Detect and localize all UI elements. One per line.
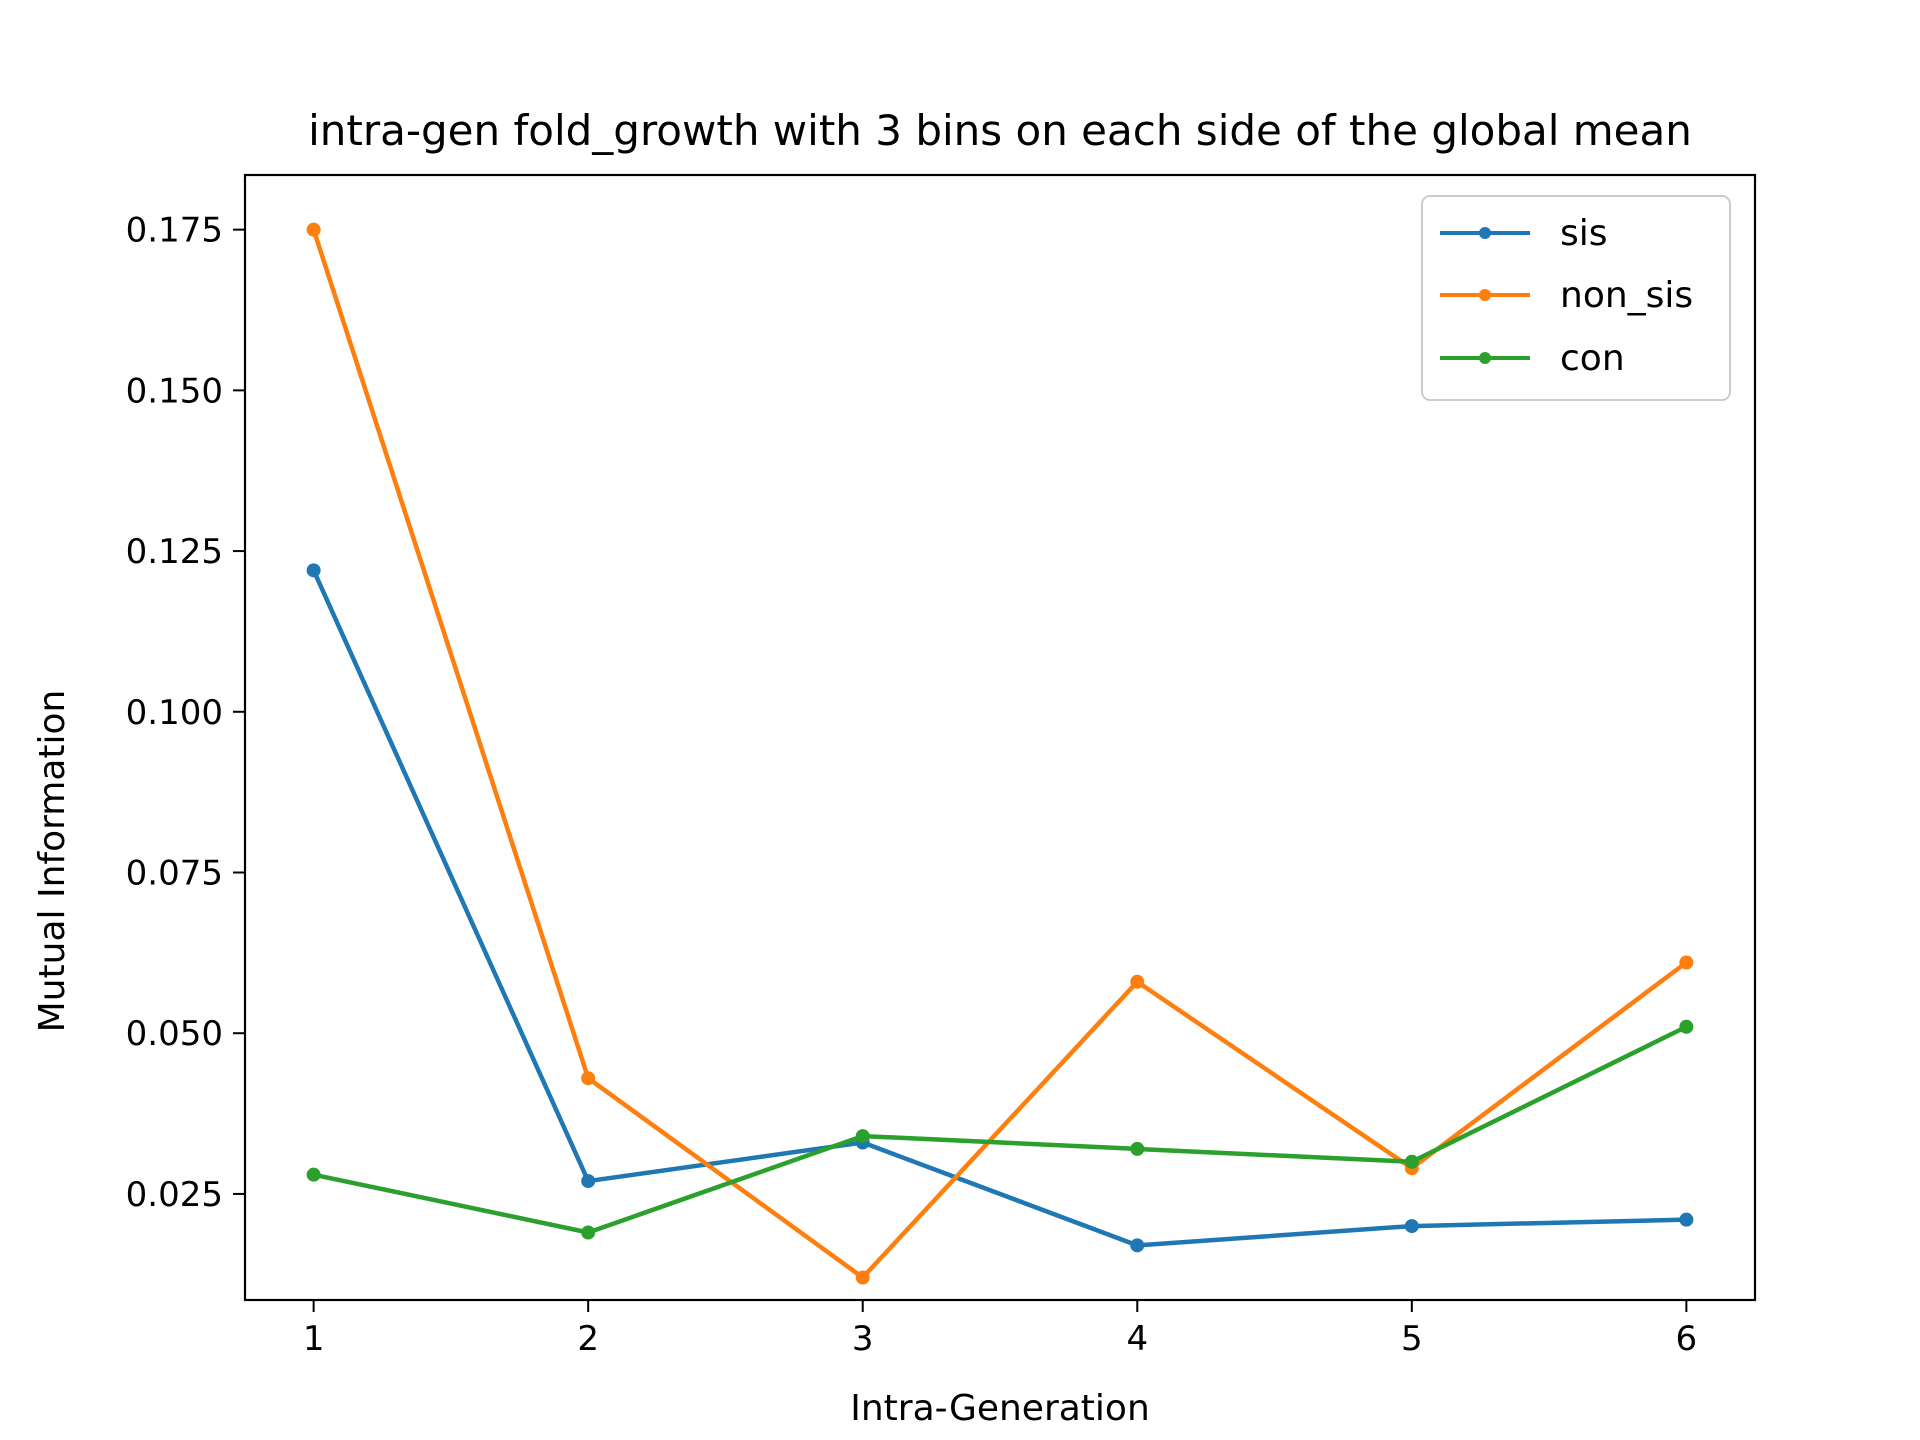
point-sis-5	[1404, 1219, 1419, 1234]
point-non-sis-1	[306, 222, 321, 237]
x-tick-label-2: 2	[577, 1319, 599, 1359]
y-tick-label-2: 0.075	[126, 854, 223, 894]
plot-area-frame	[243, 173, 1757, 1302]
point-sis-1	[306, 563, 321, 578]
series-line-con	[313, 1024, 1688, 1235]
y-axis-label: Mutual Information	[32, 690, 73, 1033]
x-tick-label-6: 6	[1676, 1319, 1698, 1359]
legend-entry-sis: sis	[1440, 213, 1608, 254]
series-con	[306, 1019, 1694, 1240]
point-sis-4	[1130, 1238, 1145, 1253]
point-sis-6	[1679, 1212, 1694, 1227]
legend-entry-con: con	[1440, 338, 1625, 379]
chart-title: intra-gen fold_growth with 3 bins on eac…	[308, 106, 1692, 155]
y-tick-label-3: 0.100	[126, 693, 223, 733]
x-tick-label-4: 4	[1126, 1319, 1148, 1359]
point-non-sis-2	[581, 1071, 596, 1086]
point-con-5	[1404, 1154, 1419, 1169]
x-tick-label-3: 3	[852, 1319, 874, 1359]
series-non-sis	[306, 222, 1694, 1285]
point-con-1	[306, 1167, 321, 1182]
legend-marker-non-sis	[1479, 289, 1491, 301]
point-sis-2	[581, 1174, 596, 1189]
legend-label-non-sis: non_sis	[1560, 275, 1693, 316]
x-axis-label: Intra-Generation	[850, 1388, 1150, 1429]
x-tick-label-1: 1	[303, 1319, 325, 1359]
legend-marker-con	[1479, 352, 1491, 364]
y-tick-label-4: 0.125	[126, 532, 223, 572]
point-non-sis-3	[855, 1270, 870, 1285]
legend-label-sis: sis	[1560, 213, 1608, 254]
y-tick-label-6: 0.175	[126, 211, 223, 251]
point-con-4	[1130, 1141, 1145, 1156]
series-line-non-sis	[311, 228, 1688, 1280]
point-non-sis-4	[1130, 974, 1145, 989]
point-con-6	[1679, 1019, 1694, 1034]
legend-marker-sis	[1479, 227, 1491, 239]
series-line-sis	[311, 569, 1687, 1248]
axis-ticks: 1 2 3 4 5 6 0.025 0.050 0.075 0.100 0.125 0.150 0.17…	[126, 211, 1698, 1359]
y-tick-label-1: 0.050	[126, 1014, 223, 1054]
point-non-sis-6	[1679, 955, 1694, 970]
y-tick-label-0: 0.025	[126, 1175, 223, 1215]
point-con-2	[581, 1225, 596, 1240]
x-tick-label-5: 5	[1401, 1319, 1423, 1359]
y-tick-label-5: 0.150	[126, 371, 223, 411]
legend-entry-non-sis: non_sis	[1440, 275, 1693, 316]
series-layer	[306, 222, 1694, 1285]
legend-frame	[1421, 195, 1731, 401]
point-con-3	[855, 1129, 870, 1144]
legend: sis non_sis con	[1421, 195, 1731, 401]
legend-label-con: con	[1560, 338, 1625, 379]
